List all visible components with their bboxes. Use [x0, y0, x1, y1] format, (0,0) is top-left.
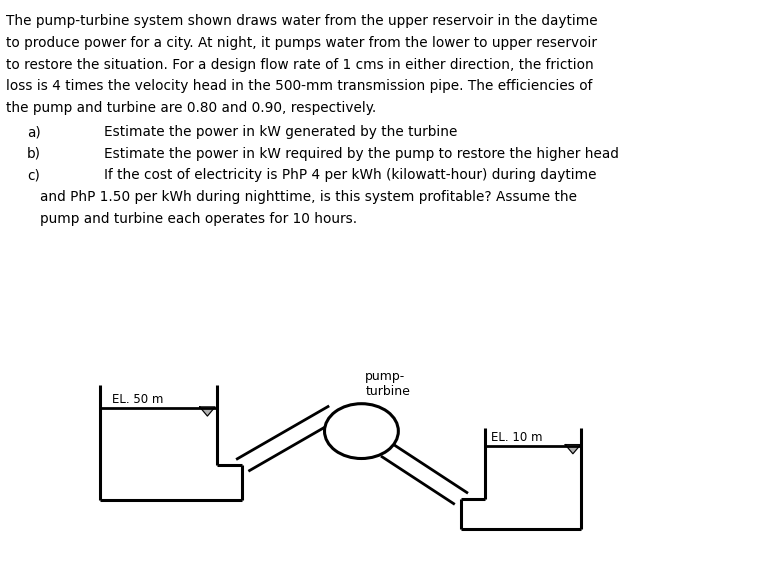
Polygon shape: [200, 407, 215, 416]
Text: to produce power for a city. At night, it pumps water from the lower to upper re: to produce power for a city. At night, i…: [6, 36, 598, 50]
Polygon shape: [565, 445, 581, 454]
Text: The pump-turbine system shown draws water from the upper reservoir in the daytim: The pump-turbine system shown draws wate…: [6, 14, 598, 29]
Text: EL. 10 m: EL. 10 m: [491, 431, 543, 444]
Text: a): a): [27, 125, 41, 139]
Text: loss is 4 times the velocity head in the 500-mm transmission pipe. The efficienc: loss is 4 times the velocity head in the…: [6, 79, 593, 94]
Text: c): c): [27, 168, 40, 183]
Circle shape: [325, 404, 398, 459]
Text: If the cost of electricity is PhP 4 per kWh (kilowatt-hour) during daytime: If the cost of electricity is PhP 4 per …: [104, 168, 596, 183]
Text: and PhP 1.50 per kWh during nighttime, is this system profitable? Assume the: and PhP 1.50 per kWh during nighttime, i…: [40, 190, 577, 204]
Text: Estimate the power in kW generated by the turbine: Estimate the power in kW generated by th…: [104, 125, 458, 139]
Text: EL. 50 m: EL. 50 m: [112, 393, 163, 406]
Text: pump and turbine each operates for 10 hours.: pump and turbine each operates for 10 ho…: [40, 212, 357, 226]
Text: pump-
turbine: pump- turbine: [365, 370, 410, 398]
Text: to restore the situation. For a design flow rate of 1 cms in either direction, t: to restore the situation. For a design f…: [6, 58, 594, 72]
Text: Estimate the power in kW required by the pump to restore the higher head: Estimate the power in kW required by the…: [104, 147, 619, 161]
Text: b): b): [27, 147, 41, 161]
Text: the pump and turbine are 0.80 and 0.90, respectively.: the pump and turbine are 0.80 and 0.90, …: [6, 101, 376, 115]
